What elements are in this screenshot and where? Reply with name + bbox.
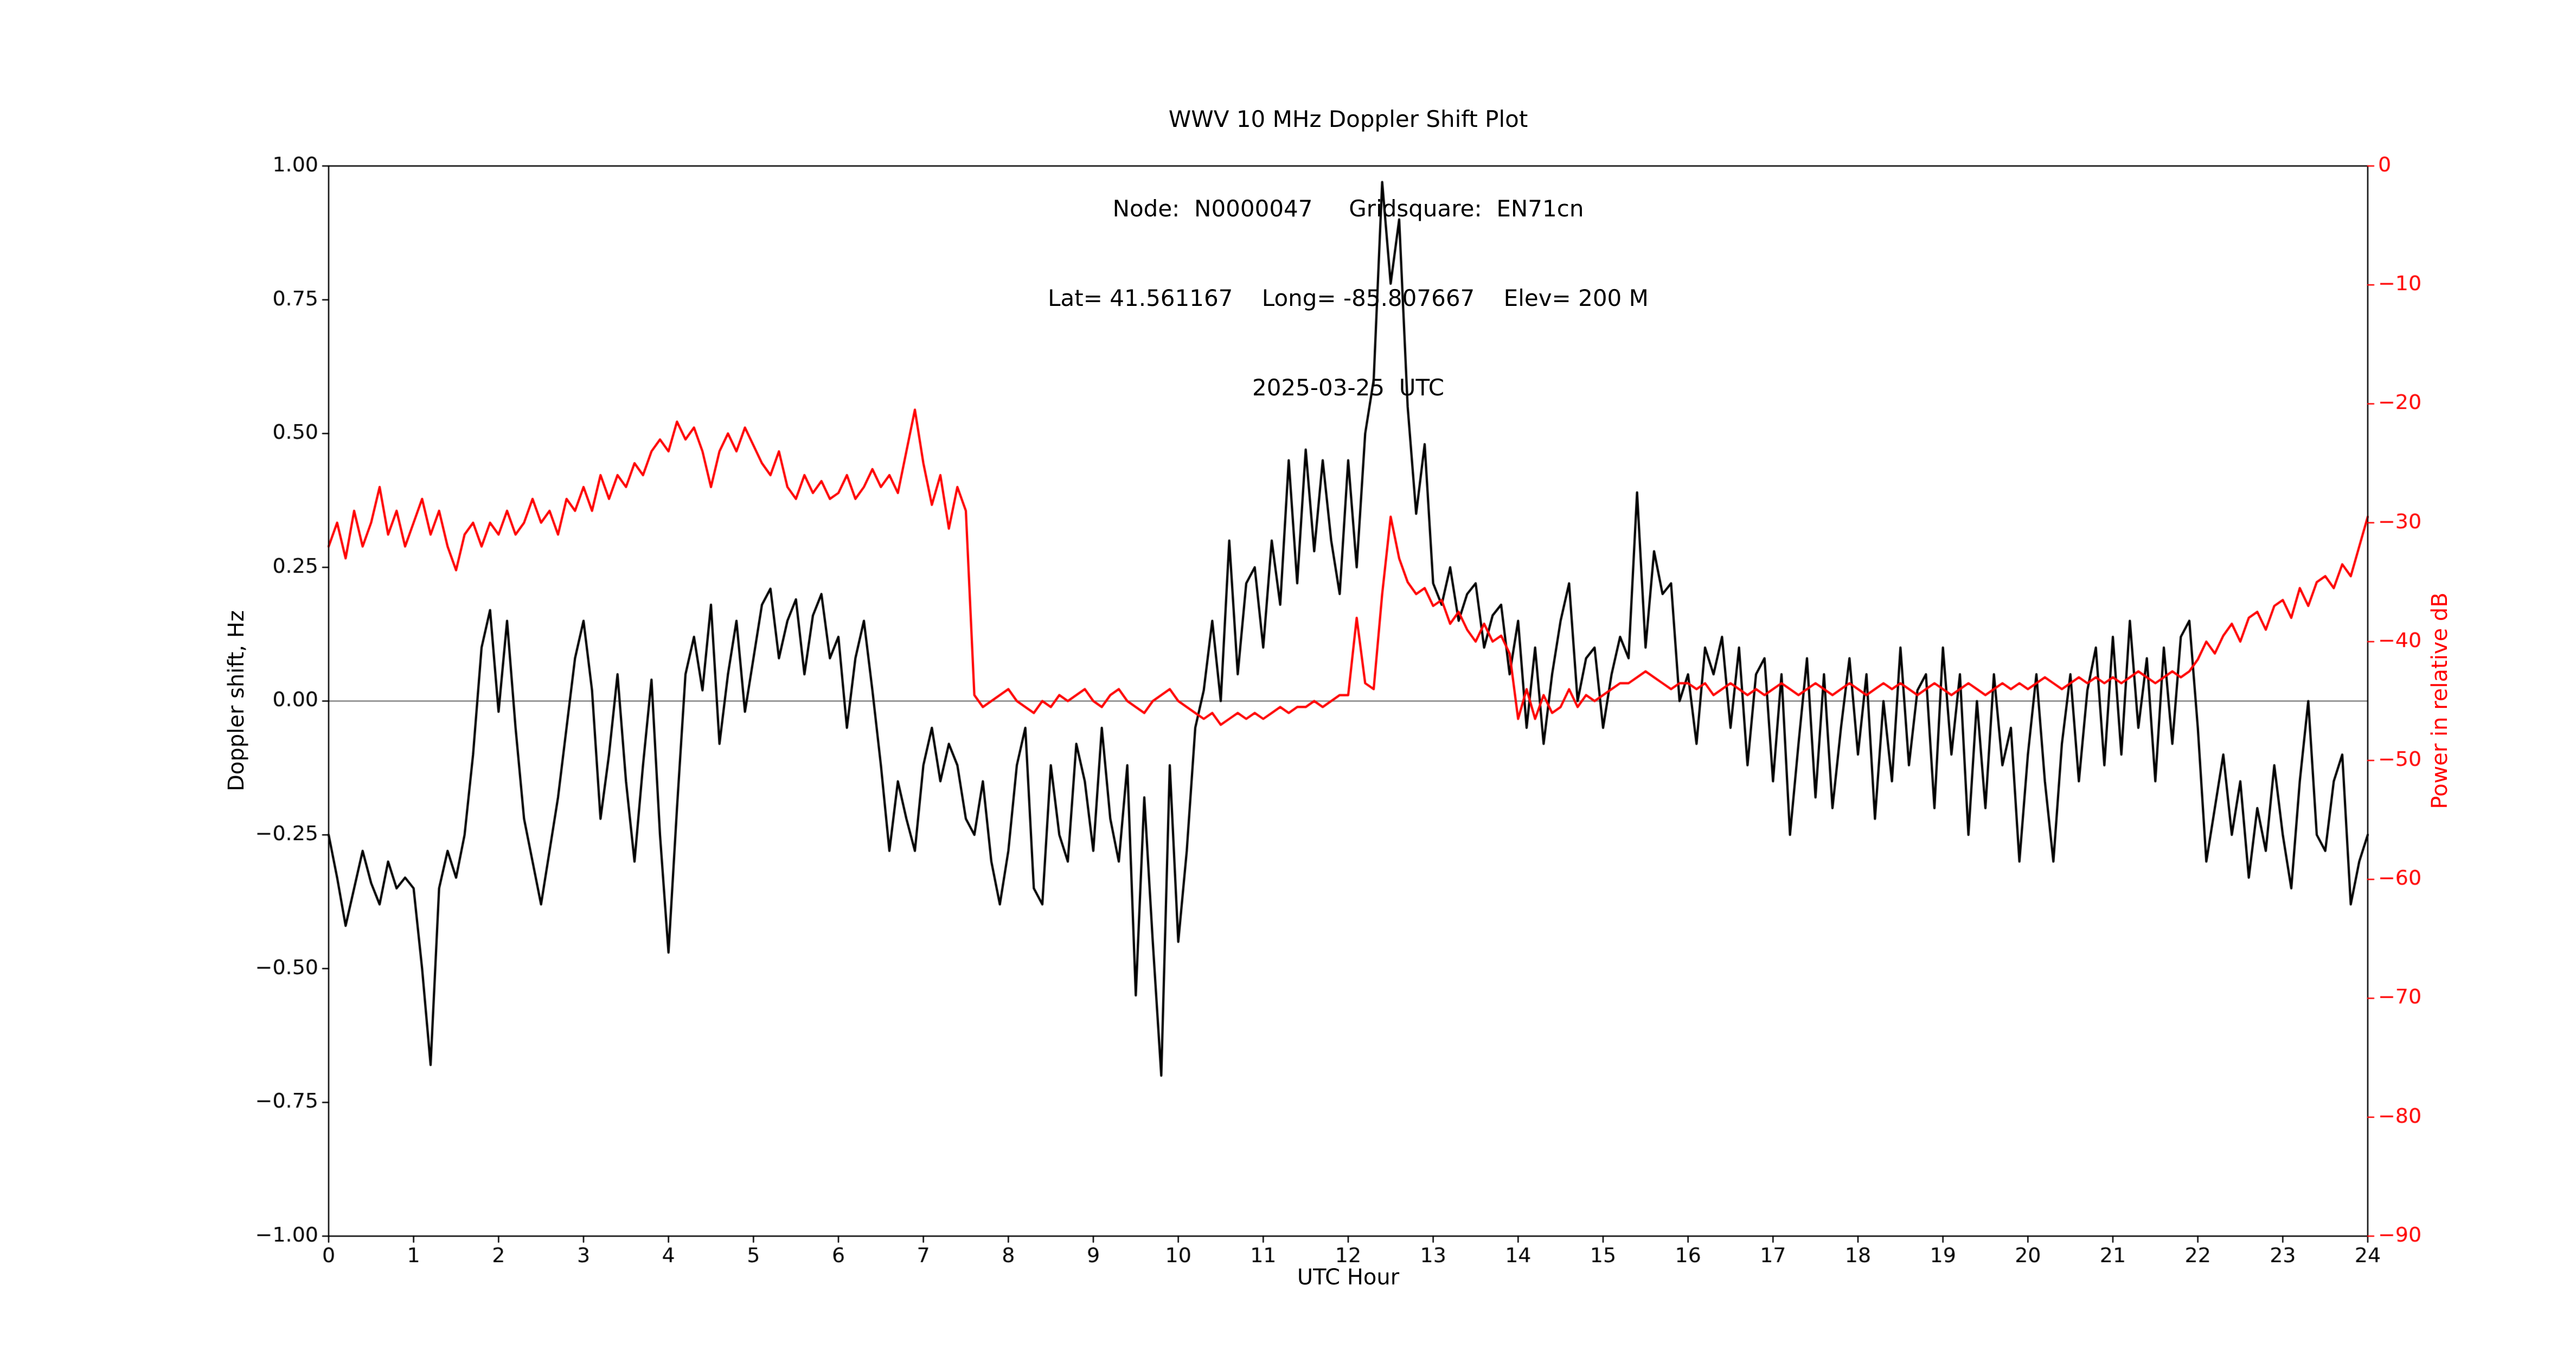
lat-long-elev-line: Lat= 41.561167 Long= -85.807667 Elev= 20…	[1048, 285, 1649, 311]
plot-title: WWV 10 MHz Doppler Shift Plot	[1168, 106, 1528, 132]
date-utc-line: 2025-03-25 UTC	[1252, 374, 1445, 401]
right-y-axis-label: Power in relative dB	[2427, 592, 2452, 809]
chart-title-block: WWV 10 MHz Doppler Shift Plot Node: N000…	[329, 44, 2368, 462]
left-y-axis-label: Doppler shift, Hz	[224, 610, 249, 791]
node-gridsquare-line: Node: N0000047 Gridsquare: EN71cn	[1112, 195, 1584, 222]
x-axis-label: UTC Hour	[1297, 1265, 1400, 1290]
